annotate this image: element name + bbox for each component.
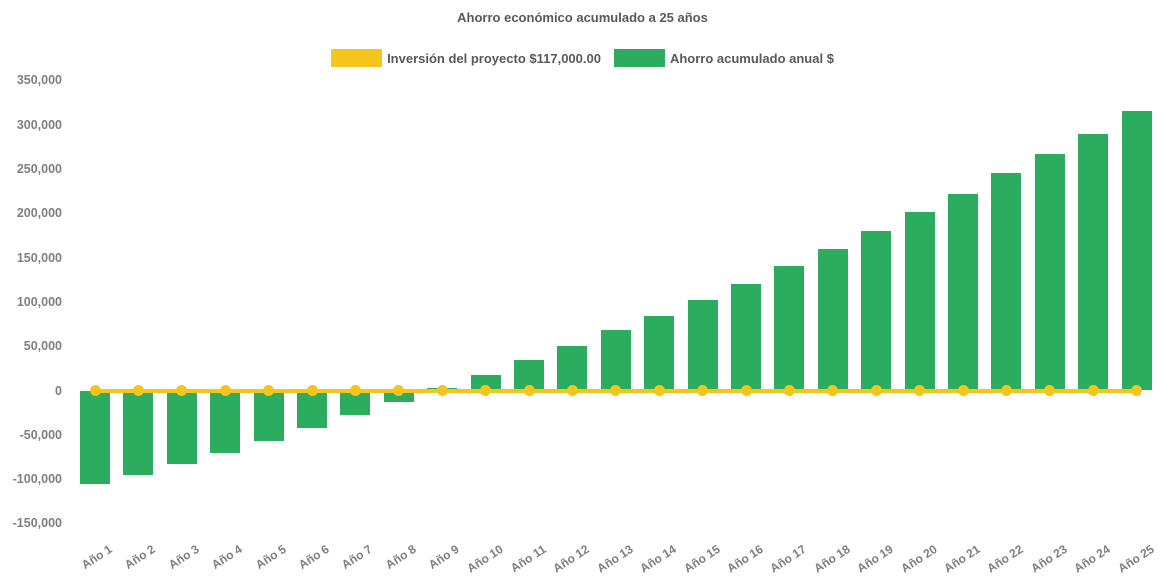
y-axis-tick-label: 150,000	[16, 250, 62, 265]
investment-line-marker	[523, 385, 535, 396]
investment-line-marker	[827, 385, 839, 396]
investment-line-marker	[740, 385, 752, 396]
savings-bar-año-20	[904, 212, 935, 391]
savings-bar-año-4	[210, 390, 241, 453]
x-axis-label-año-9: Año 9	[426, 542, 462, 572]
savings-bar-año-2	[123, 390, 154, 476]
investment-line-marker	[697, 385, 709, 396]
x-axis-label-año-14: Año 14	[637, 542, 679, 576]
x-axis-label-año-13: Año 13	[594, 542, 636, 576]
investment-line-marker	[176, 385, 188, 396]
investment-line-marker	[610, 385, 622, 396]
y-axis-tick-label: 200,000	[16, 206, 62, 221]
x-axis-label-año-8: Año 8	[382, 542, 419, 572]
investment-line-marker	[480, 385, 492, 396]
savings-bar-año-21	[948, 193, 978, 391]
investment-legend-label: Inversión del proyecto $117,000.00	[387, 50, 601, 66]
x-axis-label-año-16: Año 16	[724, 542, 766, 576]
investment-line-marker	[263, 385, 275, 396]
x-axis-label-año-10: Año 10	[464, 542, 506, 576]
savings-legend-swatch	[613, 49, 665, 67]
x-axis-label-año-7: Año 7	[339, 542, 376, 572]
y-axis-tick-label: -100,000	[12, 472, 62, 487]
investment-line-marker	[393, 385, 405, 396]
x-axis-label-año-4: Año 4	[209, 542, 245, 572]
investment-line-marker	[914, 385, 926, 396]
savings-bar-año-19	[861, 230, 892, 391]
investment-line-marker	[653, 385, 665, 396]
investment-legend-swatch	[331, 49, 383, 67]
savings-bar-año-8	[383, 390, 414, 403]
x-axis-label-año-3: Año 3	[165, 542, 202, 572]
savings-bar-año-1	[80, 390, 110, 484]
savings-bar-año-10	[470, 374, 501, 391]
x-axis-label-año-24: Año 24	[1071, 542, 1113, 576]
x-axis-label-año-18: Año 18	[811, 542, 853, 576]
x-axis-label-año-19: Año 19	[854, 542, 896, 576]
x-axis-label-año-15: Año 15	[681, 542, 723, 576]
savings-bar-año-12	[557, 345, 588, 391]
savings-bar-año-16	[731, 284, 761, 391]
chart-title: Ahorro económico acumulado a 25 años	[457, 10, 708, 25]
savings-bar-año-3	[166, 390, 197, 465]
investment-line-marker	[566, 385, 578, 396]
y-axis-tick-label: 0	[55, 383, 62, 398]
x-axis-label-año-25: Año 25	[1115, 542, 1157, 576]
x-axis-label-año-6: Año 6	[296, 542, 332, 572]
investment-line-marker	[1131, 385, 1143, 396]
savings-bar-año-5	[253, 390, 284, 441]
savings-bar-año-25	[1121, 111, 1152, 391]
investment-line-marker	[870, 385, 882, 396]
savings-bar-año-24	[1078, 133, 1109, 391]
investment-line-marker	[132, 385, 144, 396]
x-axis-label-año-11: Año 11	[507, 542, 549, 576]
investment-line-marker	[783, 385, 795, 396]
investment-line-marker	[89, 385, 101, 396]
y-axis-tick-label: 100,000	[16, 294, 62, 309]
y-axis-tick-label: 50,000	[23, 339, 62, 354]
savings-bar-año-6	[297, 390, 327, 429]
savings-legend-label: Ahorro acumulado anual $	[669, 50, 834, 66]
x-axis-label-año-1: Año 1	[79, 542, 115, 572]
investment-line-marker	[436, 385, 448, 396]
x-axis-label-año-23: Año 23	[1028, 542, 1070, 576]
investment-line-marker	[349, 385, 361, 396]
savings-bar-año-15	[687, 300, 718, 391]
x-axis-label-año-5: Año 5	[252, 542, 289, 572]
x-axis-label-año-21: Año 21	[941, 542, 983, 576]
savings-bar-año-13	[600, 330, 631, 391]
y-axis-tick-label: 350,000	[16, 73, 62, 88]
x-axis-label-año-22: Año 22	[984, 542, 1027, 576]
y-axis-tick-label: 300,000	[16, 117, 62, 132]
savings-bar-año-14	[644, 315, 675, 391]
y-axis-tick-label: -150,000	[12, 516, 62, 531]
savings-bar-año-17	[774, 266, 805, 391]
x-axis-label-año-12: Año 12	[550, 542, 593, 576]
investment-line-marker	[306, 385, 318, 396]
x-axis-label-año-20: Año 20	[898, 542, 940, 576]
savings-bar-año-18	[817, 248, 848, 391]
investment-line-marker	[1044, 385, 1056, 396]
x-axis-label-año-17: Año 17	[767, 542, 810, 576]
legend-item-savings: Ahorro acumulado anual $	[613, 49, 834, 67]
y-axis-tick-label: -50,000	[19, 427, 62, 442]
y-axis-tick-label: 250,000	[16, 162, 62, 176]
savings-bar-año-23	[1034, 153, 1065, 391]
chart-legend: Inversión del proyecto $117,000.00 Ahorr…	[0, 49, 1165, 67]
investment-line-marker	[957, 385, 969, 396]
savings-bar-año-22	[991, 173, 1022, 391]
investment-line-marker	[219, 385, 231, 396]
investment-line-marker	[1087, 385, 1099, 396]
x-axis-label-año-2: Año 2	[122, 542, 159, 572]
investment-line-marker	[1000, 385, 1012, 396]
legend-item-investment: Inversión del proyecto $117,000.00	[331, 49, 601, 67]
